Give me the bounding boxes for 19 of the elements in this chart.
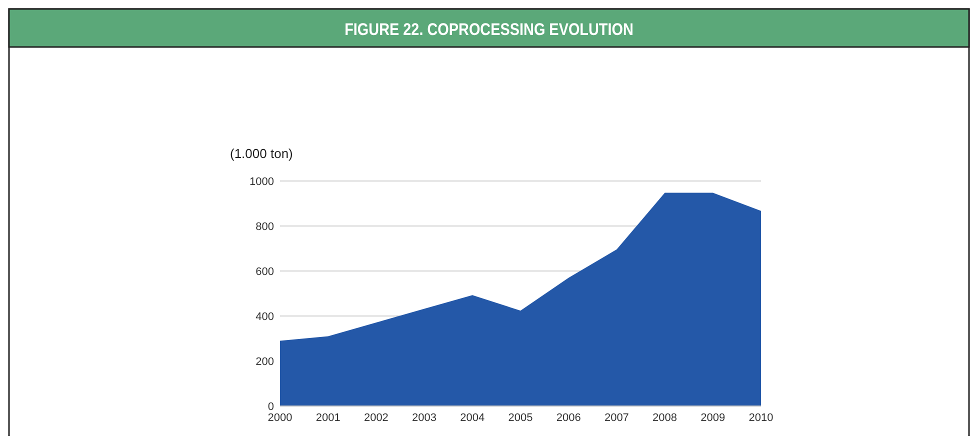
y-tick-label: 0 [268, 401, 274, 413]
x-tick-label: 2007 [604, 412, 629, 424]
chart-title: FIGURE 22. COPROCESSING EVOLUTION [344, 20, 634, 40]
y-tick-label: 200 [256, 356, 274, 368]
x-tick-label: 2005 [508, 412, 533, 424]
y-axis-title: (1.000 ton) [230, 146, 293, 161]
y-tick-label: 800 [256, 221, 274, 233]
x-tick-label: 2003 [412, 412, 437, 424]
x-tick-label: 2001 [316, 412, 340, 424]
x-tick-label: 2008 [652, 412, 678, 424]
x-tick-label: 2009 [700, 412, 726, 424]
x-tick-label: 2006 [556, 412, 581, 424]
y-tick-label: 600 [256, 266, 274, 278]
x-tick-label: 2010 [748, 412, 774, 424]
x-tick-label: 2002 [364, 412, 388, 424]
y-tick-label: 400 [256, 311, 274, 323]
y-tick-label: 1000 [250, 176, 274, 188]
x-tick-label: 2004 [460, 412, 485, 424]
x-tick-label: 2000 [268, 412, 292, 424]
